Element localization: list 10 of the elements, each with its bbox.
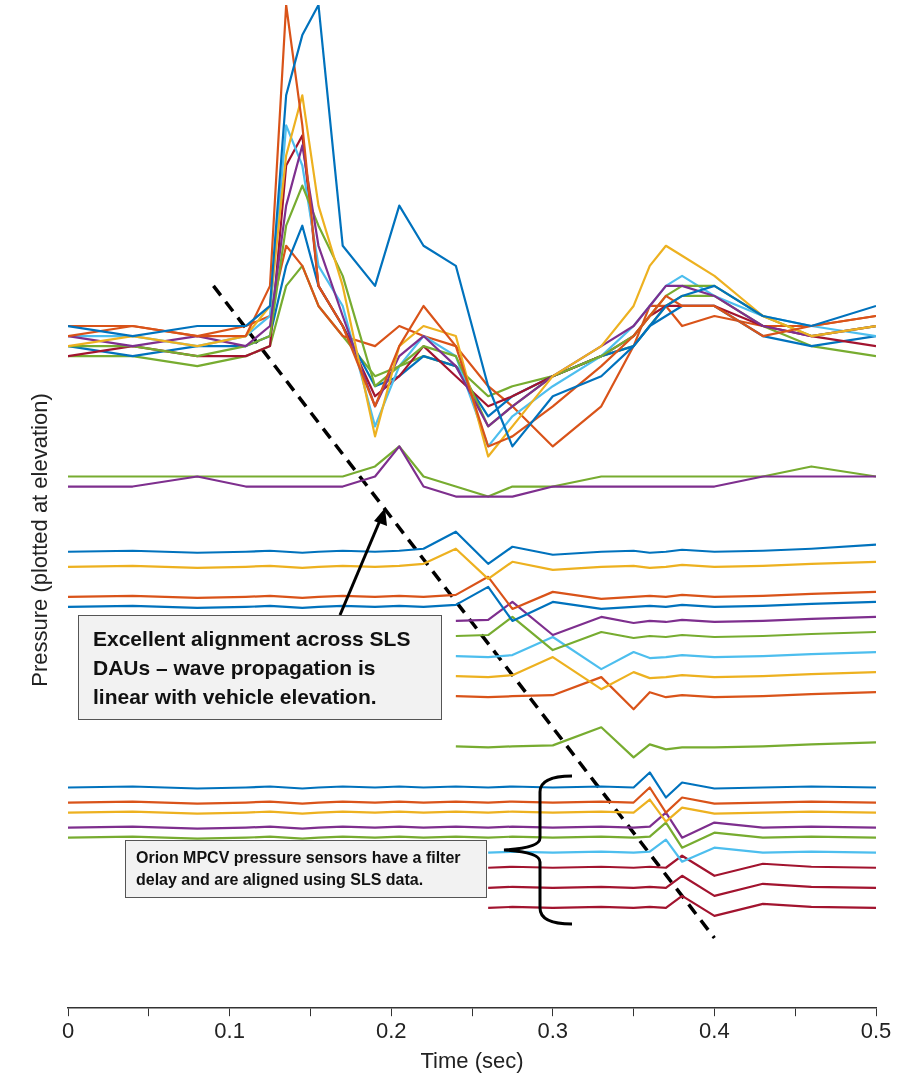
x-tick-label: 0.5 [860, 1018, 892, 1044]
annotation: Excellent alignment across SLS DAUs – wave propagation is linear with vehicle elevation. [78, 615, 442, 720]
x-axis-title: Time (sec) [420, 1047, 524, 1073]
y-axis-title: Pressure (plotted at elevation) [27, 393, 53, 687]
x-tick-label: 0.3 [537, 1018, 569, 1044]
x-tick-label: 0 [61, 1018, 75, 1044]
x-tick-label: 0.2 [375, 1018, 407, 1044]
x-tick-label: 0.4 [699, 1018, 730, 1044]
x-tick-label: 0.1 [214, 1018, 245, 1044]
annotation: Orion MPCV pressure sensors have a filter delay and are aligned using SLS data. [125, 840, 487, 898]
